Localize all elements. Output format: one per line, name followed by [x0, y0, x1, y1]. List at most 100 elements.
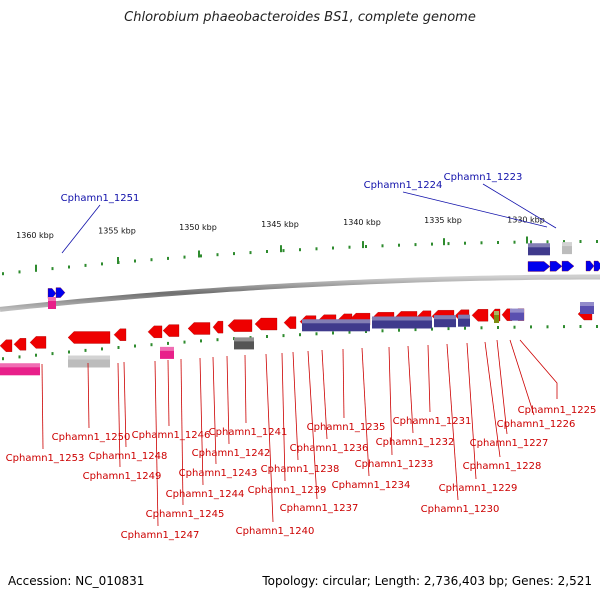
inner-tick [332, 331, 334, 335]
feature-block-darkgray [234, 337, 254, 350]
outer-tick [200, 254, 202, 258]
inner-tick [183, 340, 186, 344]
feature-block-purple [510, 308, 524, 321]
gene-label-forward: Cphamn1_1224 [364, 180, 443, 191]
reverse-gene-arrow [212, 320, 224, 334]
gene-label-reverse: Cphamn1_1243 [179, 468, 258, 479]
outer-tick [216, 253, 219, 257]
gene-label-reverse: Cphamn1_1230 [421, 504, 500, 515]
inner-tick [497, 326, 499, 329]
inner-tick [167, 341, 169, 345]
leader-line [402, 191, 548, 228]
outer-tick [563, 240, 565, 244]
leader-line [180, 358, 184, 506]
reverse-gene-arrow [13, 338, 27, 351]
inner-tick [480, 326, 483, 330]
leader-line [446, 343, 459, 501]
outer-tick [68, 265, 70, 269]
inner-tick [596, 325, 598, 328]
leader-line [321, 349, 328, 440]
gene-label-reverse: Cphamn1_1240 [236, 526, 315, 537]
major-tick [35, 264, 37, 272]
leader-line [244, 354, 247, 424]
outer-tick [266, 250, 268, 253]
inner-tick [200, 339, 202, 343]
gene-label-reverse: Cphamn1_1250 [52, 432, 131, 443]
outer-tick [2, 272, 4, 276]
gene-label-reverse: Cphamn1_1231 [393, 416, 472, 427]
outer-tick [18, 270, 21, 274]
inner-tick [68, 350, 70, 354]
outer-tick [167, 256, 169, 260]
major-tick [526, 236, 528, 244]
feature-block-purple [458, 314, 470, 327]
leader-line [117, 362, 121, 468]
gene-label-forward: Cphamn1_1223 [444, 172, 523, 183]
outer-tick [348, 245, 351, 249]
inner-tick [315, 332, 318, 336]
forward-gene-arrow [549, 261, 563, 272]
outer-tick [150, 258, 153, 262]
outer-tick [233, 252, 235, 256]
inner-tick [447, 327, 450, 331]
major-tick [198, 250, 200, 258]
inner-tick [530, 325, 532, 329]
feature-block-purple [580, 302, 594, 314]
gene-label-reverse: Cphamn1_1248 [89, 451, 168, 462]
feature-block-gray [562, 242, 572, 255]
feature-block-pink [160, 346, 174, 359]
major-tick [117, 257, 119, 264]
leader-line [466, 342, 477, 480]
scale-label: 1335 kbp [424, 216, 462, 225]
reverse-gene-arrow [162, 324, 180, 337]
inner-tick [51, 352, 54, 356]
inner-tick [2, 357, 4, 361]
leader-line [226, 355, 230, 445]
gene-label-reverse: Cphamn1_1228 [463, 461, 542, 472]
outer-tick [315, 247, 318, 251]
leader-line [407, 345, 414, 434]
inner-tick [365, 330, 367, 333]
leader-line [292, 351, 299, 461]
topology-label: Topology: circular; Length: 2,736,403 bp… [262, 574, 592, 588]
gene-label-reverse: Cphamn1_1249 [83, 471, 162, 482]
scale-label: 1345 kbp [261, 220, 299, 229]
outer-tick [249, 251, 252, 255]
outer-tick [282, 249, 285, 253]
outer-tick [530, 240, 532, 244]
leader-line [167, 359, 170, 427]
leader-line [212, 356, 217, 465]
feature-block-purple [302, 319, 370, 332]
forward-gene-arrow [561, 260, 575, 272]
reverse-gene-arrow [254, 317, 278, 331]
gene-label-reverse: Cphamn1_1236 [290, 443, 369, 454]
inner-tick [563, 325, 565, 329]
outer-tick [134, 259, 136, 263]
feature-block-pink [48, 297, 56, 309]
inner-tick [150, 343, 153, 347]
outer-tick [398, 243, 400, 247]
inner-tick [431, 327, 433, 331]
inner-tick [464, 326, 466, 330]
feature-block-gray [68, 355, 110, 368]
leader-line [307, 350, 318, 500]
gene-label-reverse: Cphamn1_1246 [132, 430, 211, 441]
outer-tick [84, 263, 87, 267]
outer-tick [497, 241, 499, 244]
outer-tick [546, 240, 549, 244]
gene-label-reverse: Cphamn1_1235 [307, 422, 386, 433]
gene-label-reverse: Cphamn1_1245 [146, 509, 225, 520]
leader-line [482, 183, 557, 229]
outer-tick [464, 241, 466, 245]
outer-tick [381, 244, 384, 248]
forward-gene-arrow [593, 260, 600, 272]
inner-tick [101, 347, 103, 351]
feature-block-olive [494, 311, 499, 323]
reverse-gene-arrow [187, 322, 211, 335]
map-title: Chlorobium phaeobacteroides BS1, complet… [124, 10, 476, 25]
gene-label-reverse: Cphamn1_1247 [121, 530, 200, 541]
gene-label-reverse: Cphamn1_1232 [376, 437, 455, 448]
outer-tick [596, 240, 598, 243]
gene-label-reverse: Cphamn1_1242 [192, 448, 271, 459]
reverse-gene-arrow [283, 316, 297, 329]
